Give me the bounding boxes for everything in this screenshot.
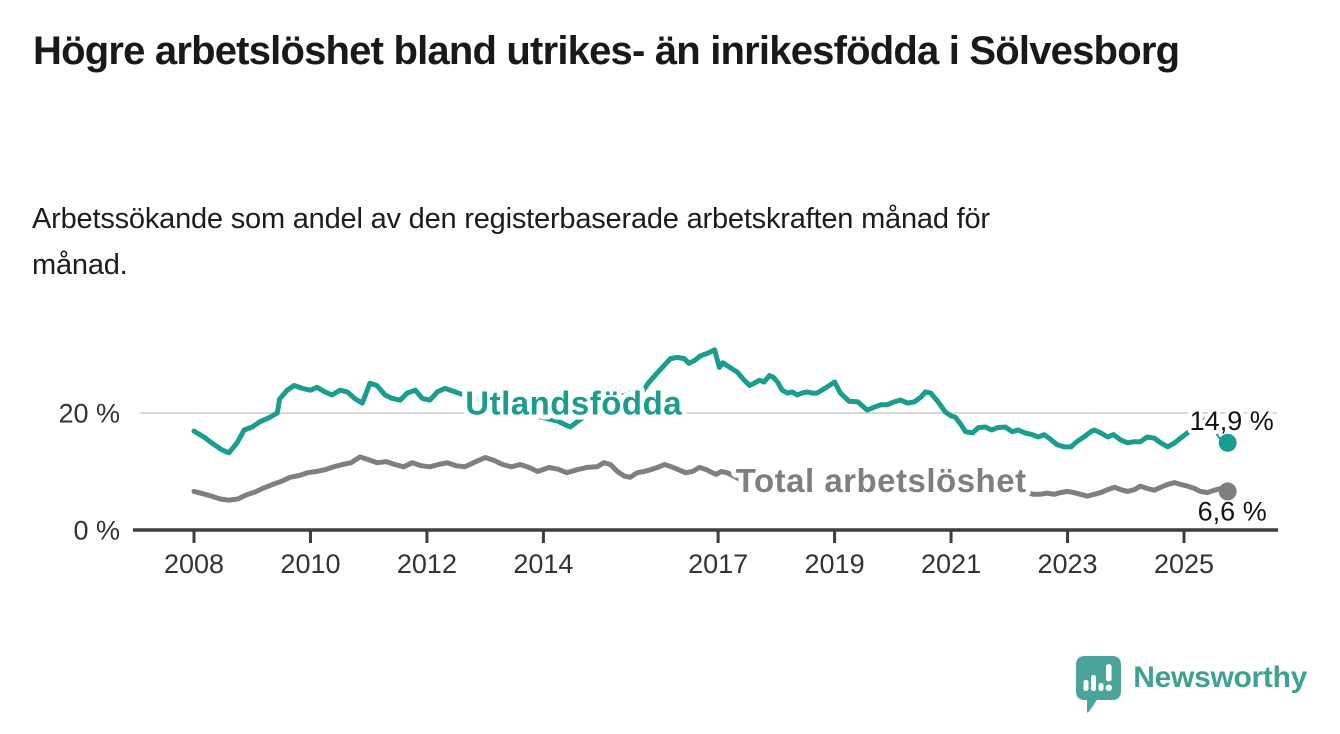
series-end-value-label: 6,6 % bbox=[1198, 496, 1267, 526]
series-end-dot bbox=[1218, 433, 1237, 452]
brand-footer: Newsworthy bbox=[1075, 656, 1307, 714]
y-axis-tick-label: 20 % bbox=[58, 399, 120, 429]
series-end-dot bbox=[1218, 482, 1237, 501]
x-axis-tick-label: 2023 bbox=[1037, 549, 1097, 579]
line-chart: 20 % 0 % 2008 2010 2012 2014 2017 2019 2021 2023 2… bbox=[58, 347, 1278, 579]
x-axis-tick-label: 2017 bbox=[688, 549, 748, 579]
x-axis-tick-label: 2008 bbox=[164, 549, 224, 579]
series-label-total-arbetsloshet: Total arbetslöshet bbox=[736, 462, 1027, 499]
x-axis-tick-label: 2021 bbox=[921, 549, 981, 579]
series-line-total-arbetsloshet bbox=[1018, 480, 1231, 499]
newsworthy-logo-icon bbox=[1076, 656, 1122, 713]
x-axis-tick-label: 2025 bbox=[1154, 549, 1214, 579]
x-axis-tick-label: 2014 bbox=[513, 549, 573, 579]
page-title: Högre arbetslöshet bland utrikes- än inr… bbox=[33, 29, 1180, 73]
x-axis-tick-label: 2019 bbox=[805, 549, 865, 579]
series-line-total-arbetsloshet bbox=[191, 454, 750, 503]
series-end-value-label: 14,9 % bbox=[1190, 406, 1274, 436]
series-line-utlandsfodda bbox=[191, 347, 1231, 456]
brand-name: Newsworthy bbox=[1133, 661, 1307, 694]
x-axis-tick-label: 2012 bbox=[397, 549, 457, 579]
y-axis-tick-label: 0 % bbox=[73, 516, 120, 546]
x-axis-tick-label: 2010 bbox=[280, 549, 340, 579]
chart-subtitle: Arbetssökande som andel av den registerb… bbox=[32, 203, 990, 282]
series-label-utlandsfodda: Utlandsfödda bbox=[465, 385, 682, 422]
